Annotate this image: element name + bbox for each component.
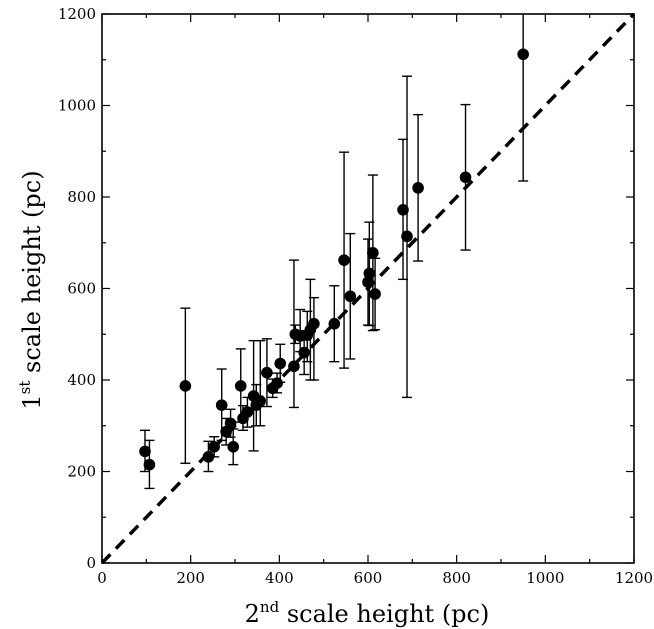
x-axis-title: 2nd scale height (pc): [245, 598, 490, 628]
x-tick-label: 600: [354, 569, 383, 587]
x-tick-label: 1200: [615, 569, 653, 587]
data-point: [362, 276, 374, 288]
data-point: [139, 445, 151, 458]
data-point: [224, 417, 237, 430]
data-point: [254, 395, 267, 407]
data-point: [179, 380, 192, 392]
error-bars: [140, 14, 529, 490]
x-tick-label: 800: [442, 569, 471, 587]
data-point: [261, 366, 273, 379]
data-point: [412, 182, 424, 194]
data-point: [227, 440, 240, 453]
y-tick-label: 200: [67, 463, 96, 481]
error-bar: [518, 14, 529, 182]
y-tick-labels: 0 200 400 600 800 1000 1200: [58, 5, 96, 572]
y-tick-label: 0: [86, 554, 96, 572]
data-point: [202, 451, 215, 463]
data-point: [298, 346, 310, 359]
data-point: [369, 288, 381, 300]
plot-area: 0 200 400 600 800 1000 1200 0 200 400 600 800 1000 1…: [58, 5, 653, 587]
data-point: [241, 406, 254, 418]
y-tick-label: 1200: [58, 5, 96, 23]
error-bar: [308, 296, 319, 381]
data-point: [344, 290, 357, 303]
data-point: [397, 204, 409, 216]
y-tick-label: 800: [67, 188, 96, 206]
data-point: [208, 440, 220, 453]
x-tick-label: 0: [97, 569, 107, 587]
data-point: [363, 267, 376, 280]
data-point: [401, 230, 413, 243]
y-tick-label: 400: [67, 371, 96, 389]
data-point: [328, 317, 341, 330]
x-tick-labels: 0 200 400 600 800 1000 1200: [97, 569, 653, 587]
data-point: [234, 380, 247, 392]
x-tick-label: 400: [265, 569, 294, 587]
data-point: [215, 399, 228, 411]
data-point: [271, 377, 283, 390]
data-point: [367, 247, 379, 259]
data-point: [274, 357, 287, 370]
x-tick-label: 200: [176, 569, 205, 587]
y-tick-label: 600: [67, 280, 96, 298]
data-point: [517, 48, 529, 61]
data-point: [288, 360, 300, 373]
data-point: [143, 458, 156, 471]
data-point: [338, 254, 350, 266]
data-points: [139, 48, 529, 471]
data-point: [308, 317, 320, 330]
y-axis-title: 1st scale height (pc): [16, 170, 46, 409]
axis-ticks: [101, 13, 635, 564]
error-bar: [255, 339, 266, 427]
y-tick-label: 1000: [58, 97, 96, 115]
data-point: [459, 171, 472, 184]
x-tick-label: 1000: [526, 569, 564, 587]
